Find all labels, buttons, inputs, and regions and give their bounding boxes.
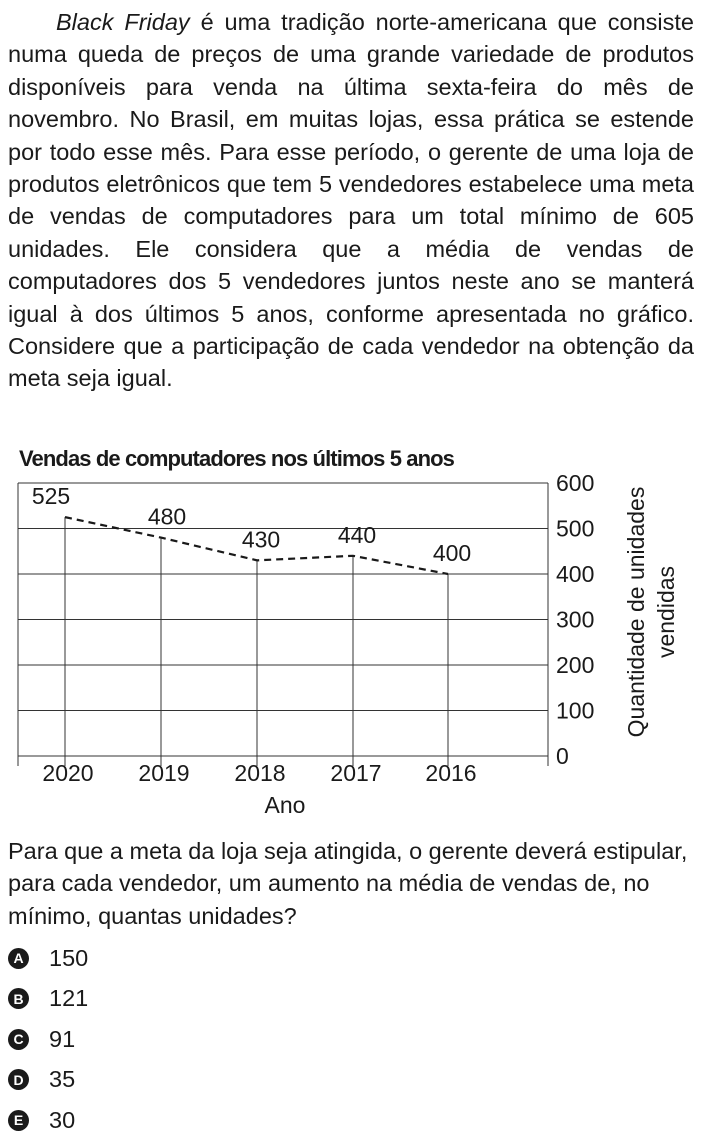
y-tick-label-500: 500 — [556, 516, 594, 542]
chart-grid — [17, 482, 549, 766]
question-text: Para que a meta da loja seja atingida, o… — [8, 838, 688, 929]
y-tick-label-300: 300 — [556, 607, 594, 633]
x-axis-title: Ano — [265, 792, 306, 818]
option-e-letter-badge: E — [8, 1109, 29, 1131]
line-chart: Vendas de computadores nos últimos 5 ano… — [17, 446, 679, 818]
option-a-value: 150 — [49, 944, 89, 971]
option-c-value: 91 — [49, 1025, 76, 1052]
option-c[interactable]: C 91 — [8, 1019, 88, 1060]
x-tick-label-2020: 2020 — [42, 760, 93, 786]
answer-options: A 150 B 121 C 91 D 35 E 30 — [8, 938, 88, 1141]
option-c-letter-badge: C — [8, 1028, 29, 1050]
x-tick-label-2017: 2017 — [330, 760, 381, 786]
y-ticks: 0 100 200 300 400 500 600 — [556, 470, 594, 769]
y-axis-title-line2: vendidas — [653, 566, 679, 658]
data-label-2020: 525 — [32, 483, 70, 509]
y-tick-label-400: 400 — [556, 561, 594, 587]
y-tick-label-0: 0 — [556, 743, 569, 769]
option-a-letter-badge: A — [8, 947, 29, 969]
data-label-2019: 480 — [148, 504, 186, 530]
series-line — [64, 516, 449, 576]
option-b-letter-badge: B — [8, 988, 29, 1010]
intro-body: é uma tradição norte-americana que consi… — [8, 9, 694, 392]
y-tick-label-200: 200 — [556, 652, 594, 678]
chart-title: Vendas de computadores nos últimos 5 ano… — [19, 446, 455, 471]
x-tick-label-2018: 2018 — [234, 760, 285, 786]
x-tick-label-2016: 2016 — [425, 760, 476, 786]
option-a[interactable]: A 150 — [8, 938, 88, 979]
intro-text: Black Friday é uma tradição norte-americ… — [8, 6, 694, 395]
y-tick-label-100: 100 — [556, 698, 594, 724]
option-d[interactable]: D 35 — [8, 1060, 88, 1101]
intro-italic-lead: Black Friday — [56, 9, 190, 35]
option-e[interactable]: E 30 — [8, 1100, 88, 1141]
y-tick-label-600: 600 — [556, 470, 594, 496]
x-ticks: 2020 2019 2018 2017 2016 — [42, 760, 476, 786]
x-tick-label-2019: 2019 — [138, 760, 189, 786]
series-line-layer — [64, 516, 449, 576]
option-e-value: 30 — [49, 1106, 76, 1133]
data-label-2017: 440 — [338, 522, 376, 548]
option-d-letter-badge: D — [8, 1069, 29, 1091]
option-b-value: 121 — [49, 985, 89, 1012]
data-label-2016: 400 — [433, 540, 471, 566]
option-d-value: 35 — [49, 1066, 76, 1093]
y-axis-title-line1: Quantidade de unidades — [623, 487, 649, 738]
option-b[interactable]: B 121 — [8, 979, 88, 1020]
data-label-2018: 430 — [242, 526, 280, 552]
data-points-layer: 525 480 430 440 400 — [32, 483, 471, 566]
